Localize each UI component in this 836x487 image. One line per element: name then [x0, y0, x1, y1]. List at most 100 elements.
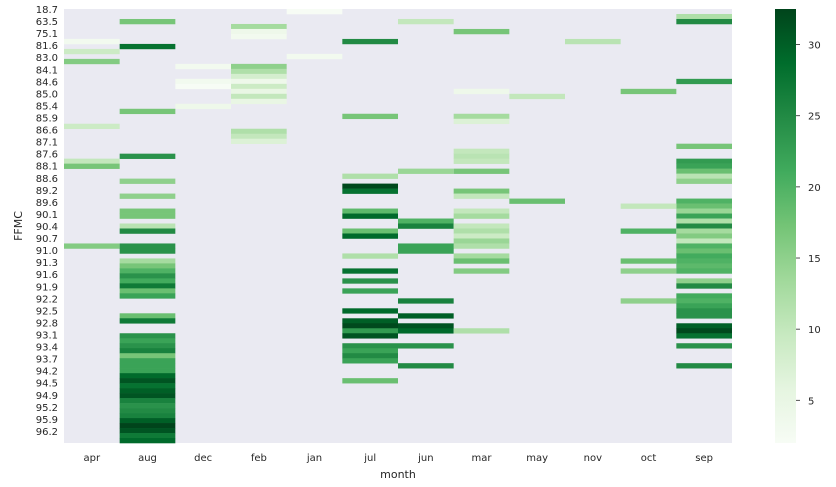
y-tick-label: 92.8 [36, 318, 58, 329]
y-tick-label: 85.0 [36, 89, 58, 100]
y-tick-label: 92.2 [36, 294, 58, 305]
heatmap-cell [398, 18, 454, 25]
heatmap-cell [119, 278, 176, 284]
heatmap-cell [119, 363, 176, 369]
heatmap-cell [342, 113, 398, 120]
x-tick-label: oct [641, 453, 657, 464]
heatmap-cell [676, 218, 732, 224]
x-tick-label: mar [472, 453, 493, 464]
heatmap-cell [231, 138, 287, 144]
colorbar-tick-label: 30 [808, 41, 821, 52]
heatmap-cell [676, 278, 732, 284]
heatmap-cell [342, 213, 398, 219]
heatmap-cell [676, 78, 732, 85]
colorbar-tick-label: 5 [808, 396, 814, 407]
heatmap-cell [453, 153, 510, 159]
heatmap-cell [676, 363, 732, 369]
heatmap-cell [620, 258, 677, 264]
y-tick-label: 75.1 [36, 29, 58, 40]
heatmap-cell [453, 193, 510, 199]
heatmap-cell [676, 158, 732, 164]
heatmap-cell [620, 228, 677, 234]
heatmap-cell [119, 268, 176, 274]
heatmap-cell [453, 258, 510, 264]
heatmap-cell [676, 328, 732, 334]
heatmap-cell [175, 78, 231, 85]
heatmap-cell [676, 258, 732, 264]
heatmap-cells [64, 9, 732, 444]
heatmap-cell [342, 343, 398, 349]
heatmap-cell [231, 63, 287, 70]
heatmap-cell [119, 433, 176, 439]
heatmap-cell [676, 268, 732, 274]
heatmap-cell [119, 423, 176, 429]
x-tick-label: dec [194, 453, 212, 464]
y-tick-label: 88.6 [36, 174, 58, 185]
y-tick-label: 85.4 [36, 101, 58, 112]
heatmap-cell [676, 173, 732, 179]
heatmap-cell [453, 243, 510, 249]
x-tick-label: apr [84, 453, 101, 464]
heatmap-cell [119, 153, 176, 159]
y-tick-label: 85.9 [36, 114, 58, 125]
y-tick-label: 88.1 [36, 162, 58, 173]
heatmap-cell [676, 303, 732, 309]
heatmap-cell [342, 208, 398, 214]
heatmap-cell [676, 223, 732, 229]
heatmap-cell [119, 353, 176, 359]
heatmap-cell [453, 158, 510, 164]
heatmap-cell [676, 198, 732, 204]
y-tick-label: 87.1 [36, 138, 58, 149]
colorbar-tick-label: 10 [808, 325, 821, 336]
heatmap-cell [676, 343, 732, 349]
y-tick-label: 91.3 [36, 258, 58, 269]
heatmap-cell [119, 343, 176, 349]
heatmap-cell [453, 328, 510, 334]
heatmap-cell [676, 238, 732, 244]
heatmap-cell [398, 298, 454, 304]
x-tick-label: aug [138, 453, 157, 464]
heatmap-cell [231, 88, 287, 95]
heatmap-cell [342, 188, 398, 194]
heatmap-cell [342, 318, 398, 324]
heatmap-cell [676, 253, 732, 259]
heatmap-cell [453, 228, 510, 234]
heatmap-cell [398, 343, 454, 349]
heatmap-cell [231, 133, 287, 140]
heatmap-cell [119, 193, 176, 199]
heatmap-cell [453, 188, 510, 194]
heatmap-cell [676, 313, 732, 319]
heatmap-cell [231, 23, 287, 30]
heatmap-cell [119, 368, 176, 374]
y-tick-label: 84.1 [36, 65, 58, 76]
y-tick-label: 93.7 [36, 355, 58, 366]
heatmap-cell [119, 383, 176, 389]
heatmap-cell [398, 168, 454, 174]
heatmap-cell [342, 38, 398, 45]
colorbar-ticks: 5 10 15 20 25 30 [796, 41, 821, 407]
heatmap-cell [342, 308, 398, 314]
heatmap-cell [119, 248, 176, 254]
heatmap-cell [565, 38, 621, 45]
y-tick-label: 90.7 [36, 234, 58, 245]
heatmap-cell [231, 83, 287, 90]
heatmap-cell [342, 328, 398, 334]
heatmap-cell [231, 73, 287, 80]
heatmap-cell [119, 398, 176, 404]
heatmap-cell [342, 378, 398, 384]
heatmap-cell [453, 113, 510, 120]
heatmap-cell [119, 413, 176, 419]
heatmap-cell [342, 348, 398, 354]
y-tick-label: 94.5 [36, 379, 58, 390]
heatmap-cell [676, 233, 732, 239]
heatmap-cell [398, 243, 454, 249]
x-tick-label: sep [695, 453, 713, 464]
heatmap-cell [231, 78, 287, 85]
heatmap-cell [453, 28, 510, 35]
heatmap-cell [676, 208, 732, 214]
heatmap-cell [342, 228, 398, 234]
heatmap-cell [342, 268, 398, 274]
heatmap-cell [342, 288, 398, 294]
